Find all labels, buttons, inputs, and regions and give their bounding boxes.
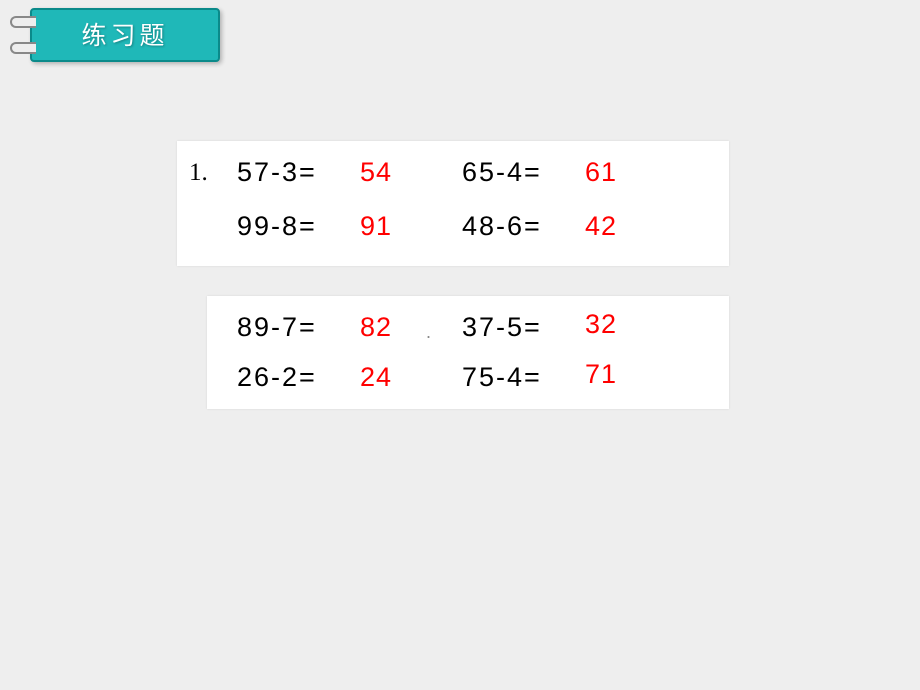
ans-2-2-left: 24 xyxy=(360,362,392,393)
expr-1-1-left: 57-3= xyxy=(237,157,317,188)
decorative-dot: . xyxy=(426,322,431,343)
spiral-binding xyxy=(10,16,36,54)
expr-1-2-right: 48-6= xyxy=(462,211,542,242)
ans-1-2-left: 91 xyxy=(360,211,392,242)
title-tab: 练习题 xyxy=(30,8,220,62)
expr-1-2-left: 99-8= xyxy=(237,211,317,242)
ans-2-1-right: 32 xyxy=(585,309,617,340)
exercise-block-2: 89-7= 82 . 37-5= 32 26-2= 24 75-4= 71 xyxy=(207,296,729,409)
title-tab-container: 练习题 xyxy=(10,8,220,62)
ans-2-1-left: 82 xyxy=(360,312,392,343)
expr-2-2-left: 26-2= xyxy=(237,362,317,393)
question-number: 1. xyxy=(189,159,208,187)
ans-1-1-left: 54 xyxy=(360,157,392,188)
exercise-block-1: 1. 57-3= 54 65-4= 61 99-8= 91 48-6= 42 xyxy=(177,141,729,266)
spiral-ring xyxy=(10,16,36,28)
ans-1-1-right: 61 xyxy=(585,157,617,188)
expr-2-1-left: 89-7= xyxy=(237,312,317,343)
ans-2-2-right: 71 xyxy=(585,359,617,390)
title-tab-label: 练习题 xyxy=(81,22,168,50)
expr-1-1-right: 65-4= xyxy=(462,157,542,188)
spiral-ring xyxy=(10,42,36,54)
expr-2-2-right: 75-4= xyxy=(462,362,542,393)
ans-1-2-right: 42 xyxy=(585,211,617,242)
expr-2-1-right: 37-5= xyxy=(462,312,542,343)
